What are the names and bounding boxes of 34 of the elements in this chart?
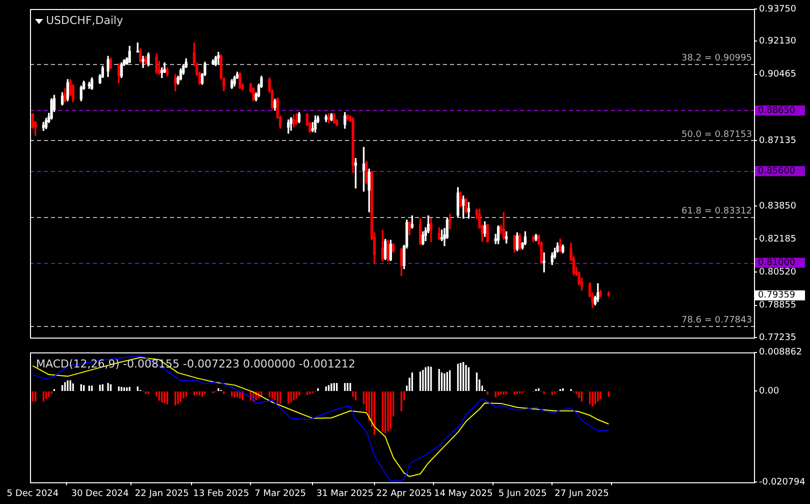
y-tick-label: 0.00 [759, 386, 780, 397]
y-tick-label: 0.008862 [759, 348, 802, 358]
candlestick [142, 56, 144, 68]
candlestick [542, 252, 546, 272]
x-tick-label: 13 Feb 2025 [193, 488, 250, 499]
x-tick-label: 5 Jun 2025 [498, 488, 547, 499]
y-tick-label: 0.82185 [759, 234, 796, 244]
x-tick-label: 27 Jun 2025 [554, 488, 609, 499]
x-tick-label: 30 Dec 2024 [71, 488, 129, 499]
ref-line-label: 61.8 = 0.83312 [681, 206, 752, 217]
ref-line-label: 0.88650 [758, 106, 796, 116]
text: 0.79359 [758, 290, 796, 301]
x-tick-label: 31 Mar 2025 [316, 488, 374, 499]
x-tick-label: 5 Dec 2024 [6, 488, 59, 499]
x-tick-label: 14 May 2025 [434, 488, 493, 499]
y-tick-label: 0.93750 [759, 4, 796, 14]
x-tick-label: 22 Apr 2025 [376, 488, 432, 499]
ref-line-label: 0.81000 [758, 258, 796, 268]
y-tick-label: 0.90465 [759, 70, 796, 80]
ref-line-label: 0.85600 [758, 166, 796, 177]
x-tick-label: 22 Jan 2025 [134, 488, 189, 499]
y-tick-label: -0.020794 [759, 478, 806, 488]
y-tick-label: 0.78855 [759, 300, 796, 311]
ref-line-label: 78.6 = 0.77843 [681, 315, 752, 326]
ref-line-label: 38.2 = 0.90995 [681, 54, 752, 64]
y-tick-label: 0.87135 [759, 136, 796, 146]
y-tick-label: 0.92130 [759, 36, 796, 47]
candlestick [295, 113, 298, 125]
text: USDCHF,Daily [46, 14, 124, 27]
ref-line-label: 50.0 = 0.87153 [681, 130, 752, 140]
y-tick-label: 0.83850 [759, 201, 796, 212]
x-tick-label: 7 Mar 2025 [254, 488, 306, 499]
y-tick-label: 0.77235 [759, 332, 796, 343]
y-tick-label: 0.80520 [759, 268, 796, 278]
